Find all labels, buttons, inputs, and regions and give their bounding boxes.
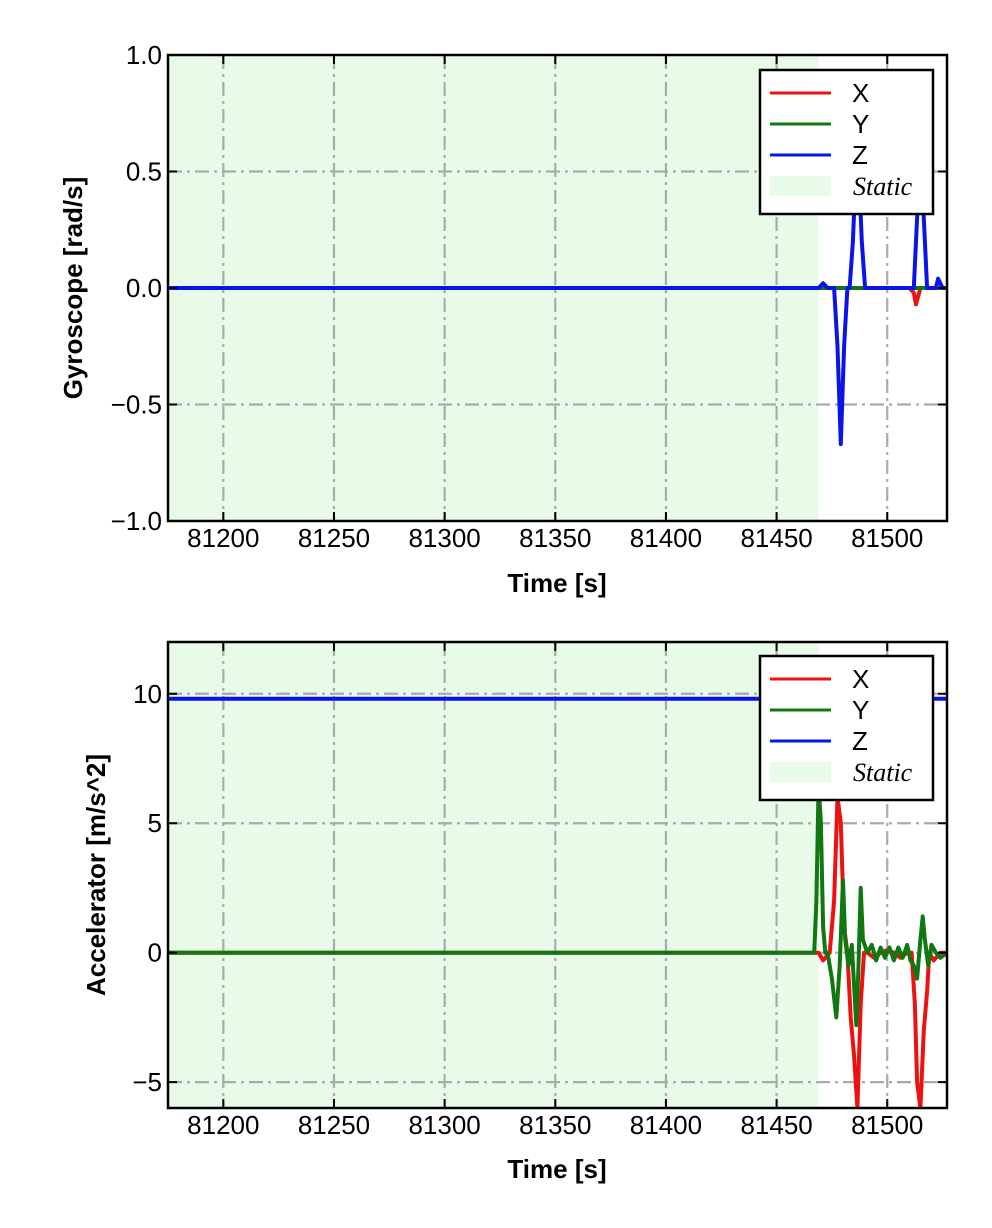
x-tick-label: 81500 <box>851 1110 923 1140</box>
x-tick-label: 81500 <box>851 523 923 553</box>
legend-swatch-static <box>770 176 831 196</box>
x-tick-label: 81250 <box>298 1110 370 1140</box>
plot-frame <box>166 640 949 1110</box>
legend-label-y: Y <box>852 109 869 139</box>
legend: X Y Z Static <box>758 68 935 216</box>
legend-label-z: Z <box>852 726 868 756</box>
legend-label-x: X <box>852 78 869 108</box>
x-axis-title: Time [s] <box>507 568 606 598</box>
y-tick-label: 0.0 <box>126 273 162 303</box>
legend-label-z: Z <box>852 140 868 170</box>
static-region <box>168 642 819 1108</box>
y-tick-label: −0.5 <box>111 390 162 420</box>
legend-label-x: X <box>852 664 869 694</box>
y-tick-label: −5 <box>132 1067 162 1097</box>
x-tick-label: 81350 <box>519 1110 591 1140</box>
legend-swatch-static <box>770 762 831 782</box>
y-tick-label: 10 <box>133 679 162 709</box>
legend-label-y: Y <box>852 695 869 725</box>
accelerometer-chart: 81200 81250 81300 81350 81400 81450 81500 −5 0 5 1… <box>81 640 949 1184</box>
x-tick-label: 81450 <box>740 523 812 553</box>
axis-ticks: 81200 81250 81300 81350 81400 81450 81500 −5 0 5 1… <box>132 642 947 1140</box>
legend-label-static: Static <box>853 758 913 787</box>
series-line-y <box>168 782 947 1028</box>
y-tick-label: 0.5 <box>126 157 162 187</box>
x-tick-label: 81350 <box>519 523 591 553</box>
x-tick-label: 81200 <box>187 1110 259 1140</box>
x-tick-label: 81400 <box>630 523 702 553</box>
x-tick-label: 81250 <box>298 523 370 553</box>
y-tick-label: −1.0 <box>111 506 162 536</box>
y-axis-title: Accelerator [m/s^2] <box>81 754 111 996</box>
x-tick-label: 81300 <box>408 523 480 553</box>
legend-label-static: Static <box>853 172 913 201</box>
y-tick-label: 5 <box>148 808 162 838</box>
x-tick-label: 81200 <box>187 523 259 553</box>
gyroscope-chart: 81200 81250 81300 81350 81400 81450 81500 −1.0 −… <box>58 40 949 598</box>
y-tick-label: 1.0 <box>126 40 162 70</box>
y-tick-label: 0 <box>148 938 162 968</box>
y-axis-title: Gyroscope [rad/s] <box>58 177 88 400</box>
x-tick-label: 81450 <box>740 1110 812 1140</box>
x-tick-label: 81400 <box>630 1110 702 1140</box>
static-region-shading <box>168 642 819 1108</box>
axis-ticks: 81200 81250 81300 81350 81400 81450 81500 −1.0 −… <box>111 40 947 553</box>
legend: X Y Z Static <box>758 654 935 802</box>
x-axis-title: Time [s] <box>507 1154 606 1184</box>
x-tick-label: 81300 <box>408 1110 480 1140</box>
